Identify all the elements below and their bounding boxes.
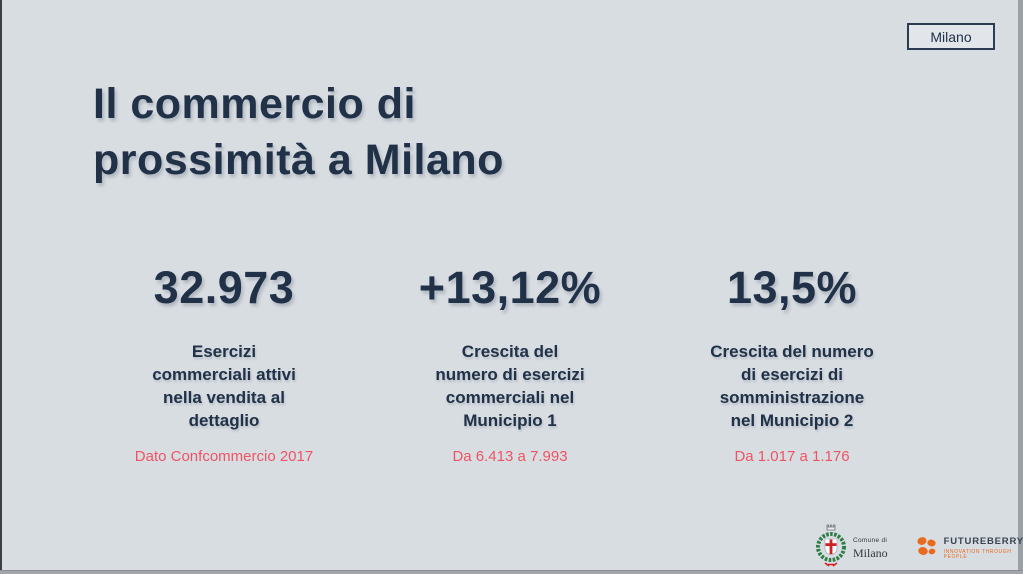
comune-di-milano-crest-icon (815, 524, 847, 573)
milano-region-button-label: Milano (930, 28, 972, 45)
stat-source: Da 1.017 a 1.176 (734, 448, 850, 465)
stats-row: 32.973 Esercizi commerciali attivi nella… (0, 262, 1023, 472)
futureberry-logo: FUTUREBERRY INNOVATION THROUGH PEOPLE (916, 534, 1023, 563)
comune-di-milano-logo: Comune di Milano (815, 524, 888, 573)
stat-source: Dato Confcommercio 2017 (134, 448, 314, 465)
futureberry-tagline: INNOVATION THROUGH PEOPLE (943, 548, 1012, 560)
stat-value: 32.973 (153, 262, 295, 313)
stat-description: Esercizi commerciali attivi nella vendit… (152, 342, 296, 430)
comune-label: Comune di (853, 537, 888, 545)
futureberry-wordmark: FUTUREBERRY INNOVATION THROUGH PEOPLE (944, 537, 1023, 560)
stat-source: Da 6.413 a 7.993 (452, 448, 568, 465)
footer-logos: Comune di Milano FUTUREBERRY INNOVATION … (815, 524, 1023, 573)
stat-column-esercizi: 32.973 Esercizi commerciali attivi nella… (104, 262, 344, 466)
stat-description: Crescita del numero di esercizi commerci… (435, 342, 585, 430)
comune-di-milano-wordmark: Comune di Milano (853, 538, 888, 559)
stat-description: Crescita del numero di esercizi di sommi… (710, 342, 874, 430)
stat-value: +13,12% (418, 262, 602, 313)
window-left-edge (0, 0, 2, 574)
milano-label: Milano (853, 545, 888, 560)
horizontal-scrollbar-track[interactable] (0, 570, 1023, 574)
vertical-scrollbar-track[interactable] (1018, 0, 1023, 574)
futureberry-name: FUTUREBERRY (943, 536, 1023, 548)
page-title: Il commercio di prossimità a Milano (93, 80, 504, 184)
milano-region-button[interactable]: Milano (907, 23, 995, 50)
stat-column-municipio-2: 13,5% Crescita del numero di esercizi di… (672, 262, 912, 466)
stat-value: 13,5% (726, 262, 858, 313)
futureberry-berry-icon (916, 534, 938, 563)
stat-column-municipio-1: +13,12% Crescita del numero di esercizi … (390, 262, 630, 466)
